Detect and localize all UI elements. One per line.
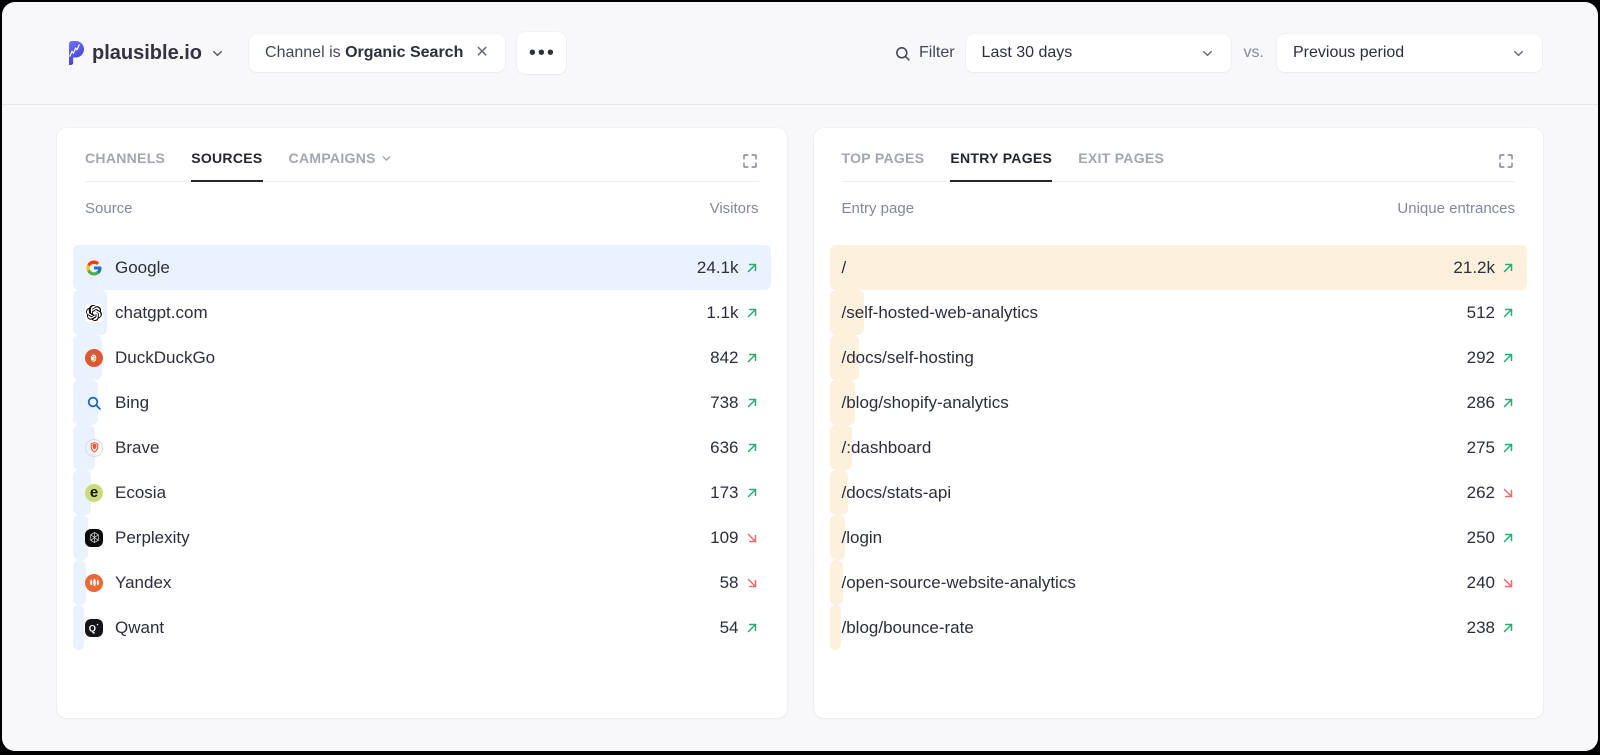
svg-text:Q: Q xyxy=(89,623,96,633)
